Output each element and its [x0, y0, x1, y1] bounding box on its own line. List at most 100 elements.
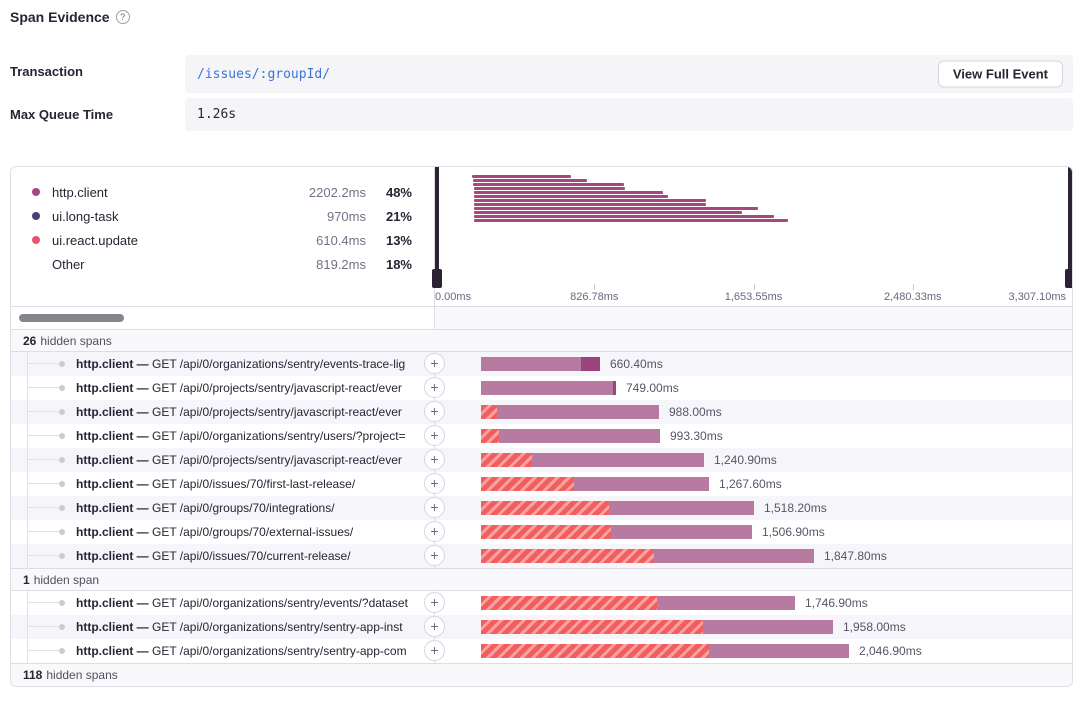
- span-row[interactable]: http.client — GET /api/0/organizations/s…: [11, 424, 1072, 448]
- span-row[interactable]: http.client — GET /api/0/projects/sentry…: [11, 448, 1072, 472]
- span-duration-bar[interactable]: [481, 477, 709, 491]
- span-row[interactable]: http.client — GET /api/0/groups/70/exter…: [11, 520, 1072, 544]
- axis-tick-mark: [753, 284, 755, 290]
- tree-vertical-connector: [27, 400, 28, 424]
- span-row[interactable]: http.client — GET /api/0/organizations/s…: [11, 615, 1072, 639]
- axis-tick-label: 826.78ms: [570, 291, 619, 303]
- span-duration-bar[interactable]: [481, 357, 600, 371]
- span-duration-bar[interactable]: [481, 596, 795, 610]
- span-path: GET /api/0/organizations/sentry/sentry-a…: [152, 620, 403, 634]
- legend-percent: 18%: [385, 256, 412, 272]
- expand-span-button[interactable]: +: [424, 521, 445, 542]
- tree-vertical-connector: [27, 352, 28, 376]
- span-duration-bar[interactable]: [481, 429, 660, 443]
- hidden-spans-row[interactable]: 1 hidden span: [11, 568, 1072, 591]
- minimap-span-line: [473, 187, 626, 190]
- affected-span-hatch: [481, 596, 657, 610]
- span-row[interactable]: http.client — GET /api/0/groups/70/integ…: [11, 496, 1072, 520]
- minimap-span-line: [474, 219, 788, 222]
- span-waterfall-rows: 26 hidden spans http.client — GET /api/0/o…: [11, 329, 1072, 686]
- span-op-legend: http.client 2202.2ms 48% ui.long-task 970ms 2…: [11, 167, 434, 306]
- span-row-tree-cell: http.client — GET /api/0/groups/70/integ…: [11, 496, 434, 520]
- span-row-tree-cell: http.client — GET /api/0/issues/70/curre…: [11, 544, 434, 568]
- expand-span-button[interactable]: +: [424, 401, 445, 422]
- expand-span-button[interactable]: +: [424, 353, 445, 374]
- view-full-event-button[interactable]: View Full Event: [937, 60, 1063, 88]
- hidden-spans-count: 118: [23, 668, 43, 682]
- span-duration-bar[interactable]: [481, 525, 752, 539]
- span-path: GET /api/0/issues/70/current-release/: [152, 549, 351, 563]
- minimap-left-handle[interactable]: [435, 167, 439, 287]
- span-duration-bar[interactable]: [481, 501, 754, 515]
- span-op: http.client —: [76, 644, 152, 658]
- span-path: GET /api/0/groups/70/integrations/: [152, 501, 335, 515]
- tree-horizontal-connector: [28, 363, 59, 364]
- span-duration-bar[interactable]: [481, 405, 659, 419]
- span-row-bar-cell: 1,847.80ms: [434, 544, 1072, 568]
- span-description: http.client — GET /api/0/organizations/s…: [76, 620, 403, 634]
- hidden-spans-row[interactable]: 118 hidden spans: [11, 663, 1072, 686]
- help-icon[interactable]: ?: [115, 10, 130, 24]
- span-duration-bar[interactable]: [481, 549, 814, 563]
- expand-span-button[interactable]: +: [424, 616, 445, 637]
- transaction-link[interactable]: /issues/:groupId/: [197, 66, 331, 82]
- tree-horizontal-connector: [28, 483, 59, 484]
- minimap-left-handle-grip[interactable]: [432, 269, 442, 288]
- span-description: http.client — GET /api/0/projects/sentry…: [76, 405, 402, 419]
- expand-span-button[interactable]: +: [424, 640, 445, 661]
- tree-node-dot: [59, 505, 65, 511]
- span-path: GET /api/0/organizations/sentry/sentry-a…: [152, 644, 407, 658]
- legend-duration: 819.2ms: [316, 256, 366, 272]
- max-queue-time-label: Max Queue Time: [10, 107, 114, 122]
- expand-span-button[interactable]: +: [424, 497, 445, 518]
- minimap-span-line: [474, 199, 707, 202]
- expand-span-button[interactable]: +: [424, 592, 445, 613]
- span-op: http.client —: [76, 453, 152, 467]
- span-duration-bar[interactable]: [481, 644, 849, 658]
- expand-span-button[interactable]: +: [424, 545, 445, 566]
- span-row[interactable]: http.client — GET /api/0/organizations/s…: [11, 639, 1072, 663]
- tree-vertical-connector: [27, 639, 28, 663]
- expand-span-button[interactable]: +: [424, 377, 445, 398]
- span-row[interactable]: http.client — GET /api/0/issues/70/curre…: [11, 544, 1072, 568]
- scrollbar-thumb[interactable]: [19, 314, 124, 322]
- tree-horizontal-connector: [28, 650, 59, 651]
- legend-color-dot: [32, 236, 40, 244]
- span-description: http.client — GET /api/0/groups/70/integ…: [76, 501, 335, 515]
- expand-span-button[interactable]: +: [424, 473, 445, 494]
- span-description: http.client — GET /api/0/projects/sentry…: [76, 381, 402, 395]
- expand-span-button[interactable]: +: [424, 425, 445, 446]
- span-duration-bar[interactable]: [481, 620, 833, 634]
- hidden-spans-row[interactable]: 26 hidden spans: [11, 329, 1072, 352]
- hidden-spans-label: hidden spans: [46, 668, 118, 682]
- span-path: GET /api/0/issues/70/first-last-release/: [152, 477, 356, 491]
- axis-tick-mark: [594, 284, 596, 290]
- span-row[interactable]: http.client — GET /api/0/projects/sentry…: [11, 376, 1072, 400]
- span-row[interactable]: http.client — GET /api/0/organizations/s…: [11, 591, 1072, 615]
- tree-horizontal-connector: [28, 387, 59, 388]
- legend-duration: 970ms: [326, 208, 366, 224]
- span-duration-bar[interactable]: [481, 453, 704, 467]
- span-row-bar-cell: 1,240.90ms: [434, 448, 1072, 472]
- minimap-right-handle[interactable]: [1068, 167, 1072, 287]
- span-row[interactable]: http.client — GET /api/0/issues/70/first…: [11, 472, 1072, 496]
- span-row-bar-cell: 1,746.90ms: [434, 591, 1072, 615]
- span-row[interactable]: http.client — GET /api/0/projects/sentry…: [11, 400, 1072, 424]
- affected-span-hatch: [481, 477, 575, 491]
- span-path: GET /api/0/groups/70/external-issues/: [152, 525, 354, 539]
- tree-node-dot: [59, 529, 65, 535]
- axis-tick-mark: [912, 284, 914, 290]
- tree-vertical-connector: [27, 615, 28, 639]
- axis-tick-label: 0.00ms: [435, 291, 472, 303]
- span-row[interactable]: http.client — GET /api/0/organizations/s…: [11, 352, 1072, 376]
- expand-span-button[interactable]: +: [424, 449, 445, 470]
- minimap-span-line: [473, 191, 664, 194]
- span-duration-bar[interactable]: [481, 381, 616, 395]
- span-row-bar-cell: 1,518.20ms: [434, 496, 1072, 520]
- minimap-right-handle-grip[interactable]: [1065, 269, 1072, 288]
- axis-tick-label: 1,653.55ms: [724, 291, 783, 303]
- span-op: http.client —: [76, 620, 152, 634]
- tree-node-dot: [59, 385, 65, 391]
- trace-minimap[interactable]: [432, 167, 1072, 289]
- legend-percent: 48%: [385, 184, 412, 200]
